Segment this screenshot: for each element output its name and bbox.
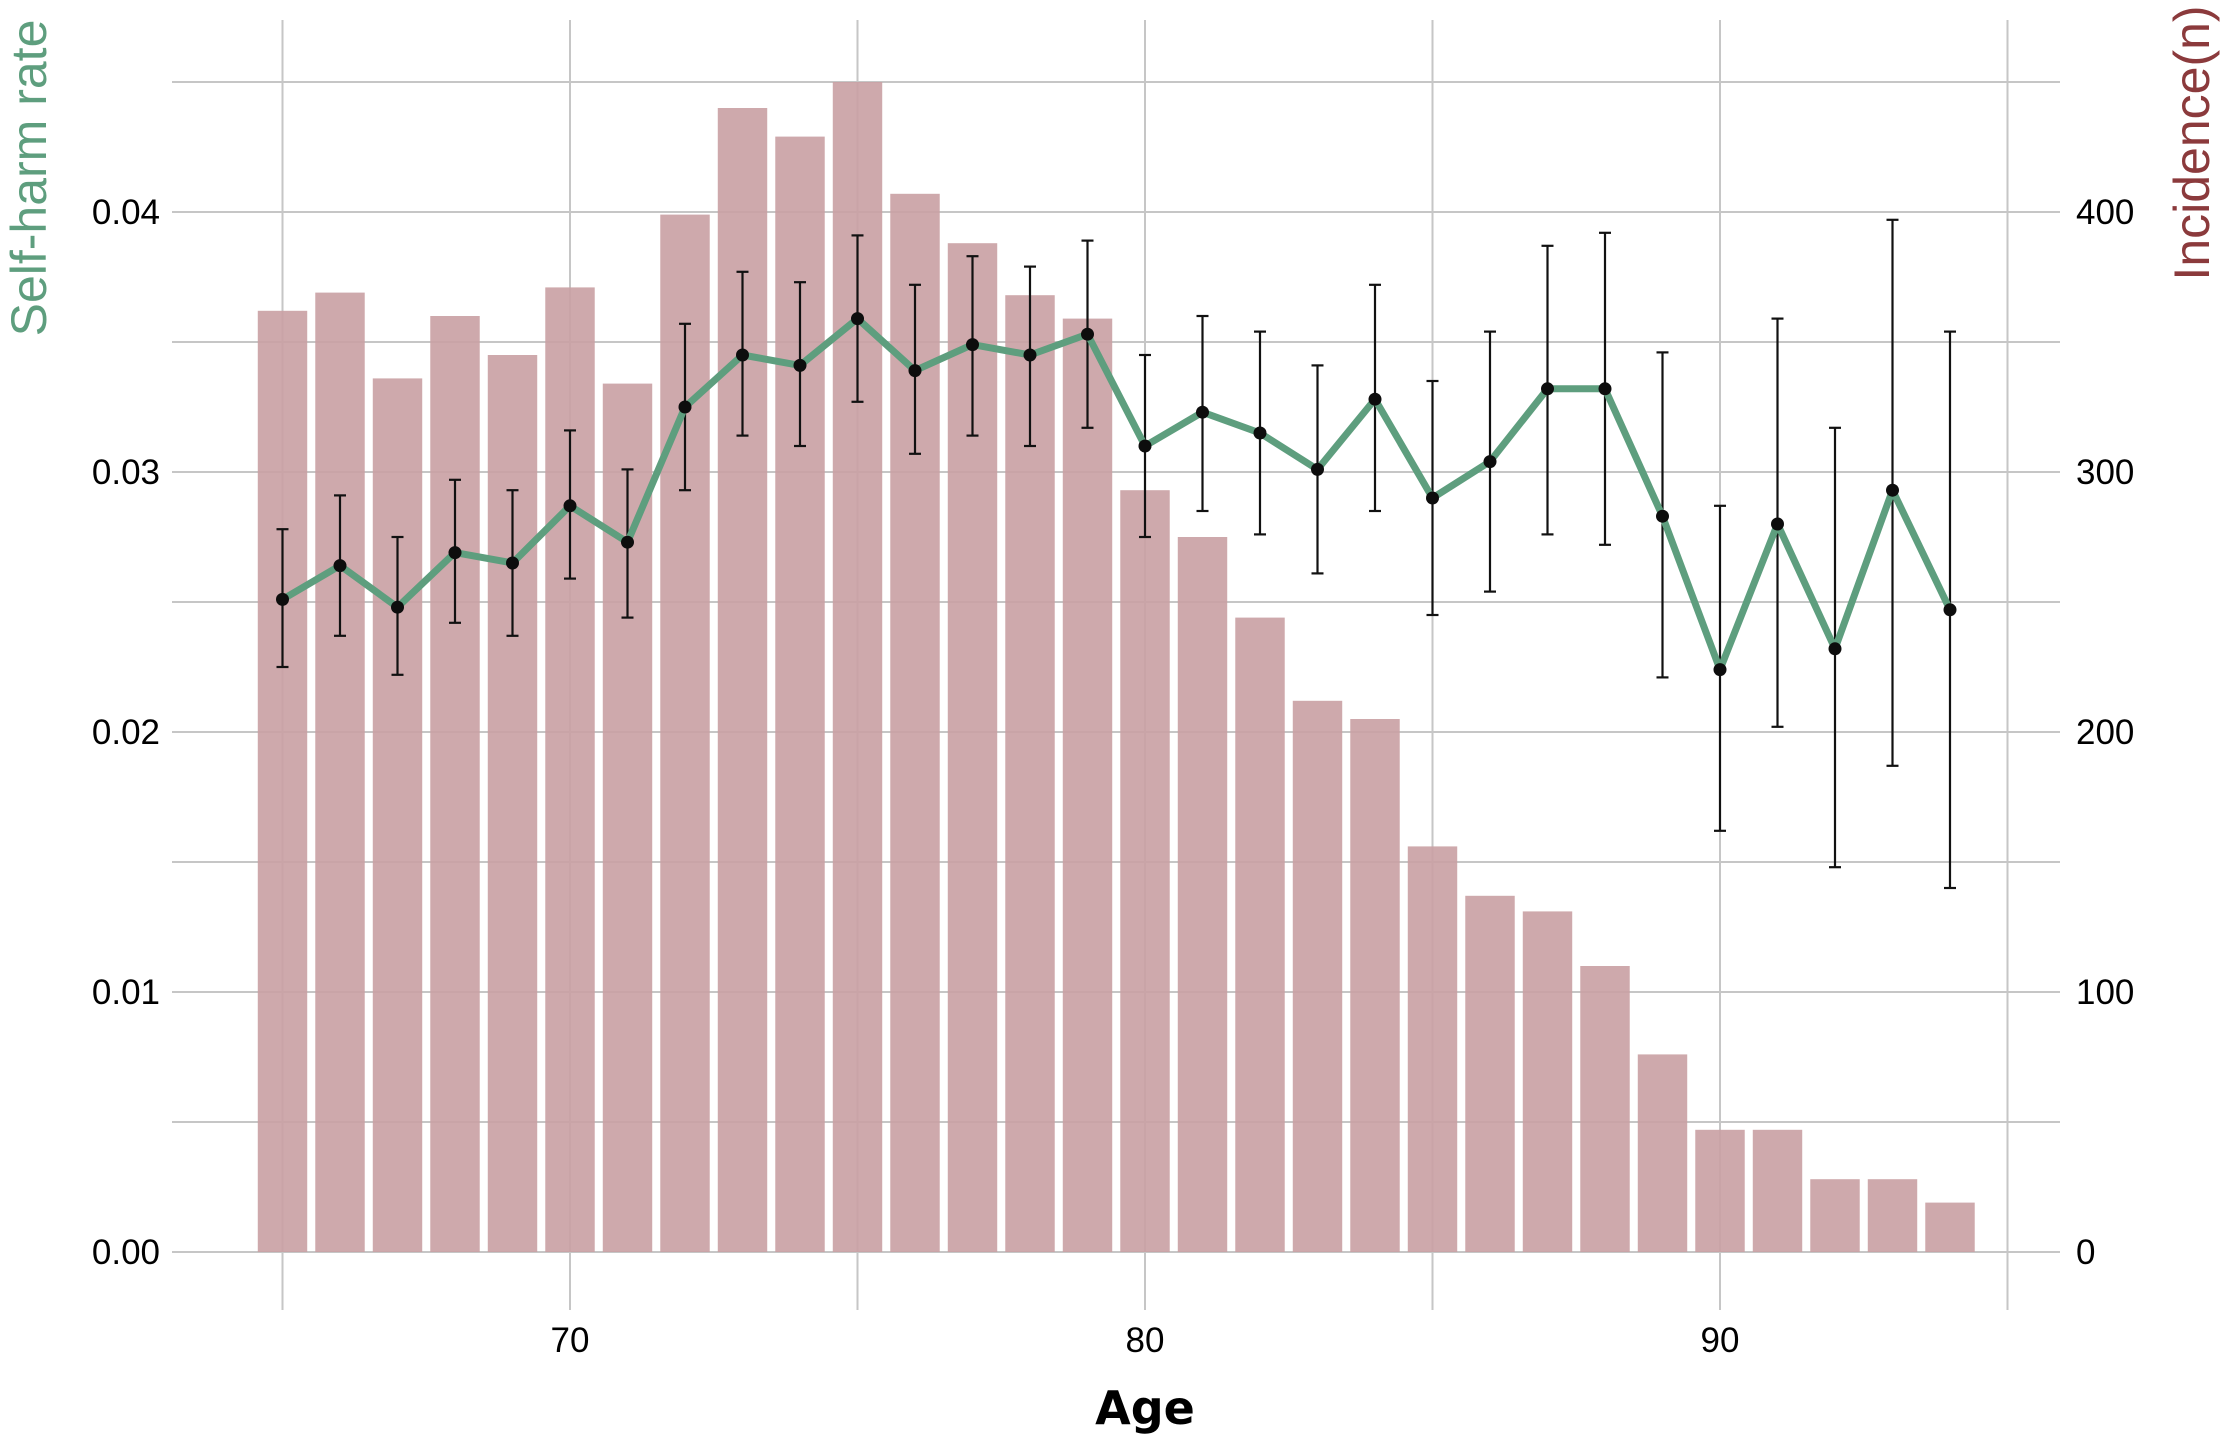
y-left-tick-label: 0.00: [92, 1233, 160, 1272]
rate-point: [448, 546, 462, 560]
incidence-bar: [1235, 617, 1285, 1252]
y-left-tick-label: 0.04: [92, 193, 160, 232]
rate-point: [1196, 405, 1209, 419]
incidence-bar: [1522, 911, 1573, 1252]
rate-point: [1886, 483, 1899, 497]
rate-point: [621, 535, 634, 549]
y-left-axis-title: Self-harm rate: [1, 20, 57, 337]
y-right-tick-labels: 0 100 200 300 400: [2076, 193, 2134, 1272]
rate-point: [908, 364, 922, 378]
x-axis-tick-labels: 70 80 90: [551, 1321, 1740, 1360]
rate-point: [1656, 509, 1669, 523]
y-right-tick-label: 200: [2076, 713, 2134, 752]
incidence-bar: [430, 316, 480, 1252]
rate-point: [1771, 517, 1784, 531]
y-right-tick-label: 400: [2076, 193, 2134, 232]
incidence-bar: [1867, 1179, 1918, 1252]
y-right-axis-title: Incidence(n): [2164, 5, 2220, 280]
incidence-bar: [1350, 719, 1400, 1252]
y-left-tick-label: 0.02: [92, 713, 160, 752]
rate-line-path: [279, 315, 1954, 674]
y-right-tick-label: 0: [2076, 1233, 2095, 1272]
incidence-bar: [372, 378, 423, 1252]
rate-point: [506, 556, 519, 570]
rate-point: [793, 358, 807, 372]
rate-points: [276, 312, 1957, 677]
incidence-bar: [257, 310, 308, 1252]
incidence-bar: [1925, 1202, 1975, 1252]
self-harm-rate-line: [279, 315, 1954, 674]
y-right-tick-label: 100: [2076, 973, 2134, 1012]
incidence-bar: [1637, 1054, 1688, 1252]
rate-point: [1541, 382, 1554, 396]
rate-point: [678, 400, 692, 414]
rate-point: [1368, 392, 1382, 406]
incidence-bars: [257, 82, 1975, 1253]
rate-point: [1311, 462, 1324, 476]
incidence-bar: [1695, 1129, 1745, 1252]
rate-point: [1598, 382, 1612, 396]
incidence-bar: [1810, 1179, 1860, 1252]
incidence-bar: [1177, 537, 1228, 1252]
y-right-tick-label: 300: [2076, 453, 2134, 492]
incidence-bar: [1005, 295, 1055, 1252]
incidence-bar: [1062, 318, 1113, 1253]
rate-point: [1081, 327, 1094, 341]
x-tick-label: 70: [551, 1321, 590, 1360]
incidence-bar: [1407, 846, 1458, 1252]
incidence-bar: [1465, 895, 1515, 1252]
rate-point: [391, 600, 404, 614]
y-left-tick-label: 0.03: [92, 453, 160, 492]
rate-point: [1253, 426, 1267, 440]
incidence-bar: [1120, 490, 1170, 1252]
rate-point: [1138, 439, 1152, 453]
rate-point: [851, 312, 864, 326]
x-tick-label: 90: [1701, 1321, 1740, 1360]
rate-point: [563, 499, 577, 513]
incidence-bar: [1752, 1129, 1803, 1252]
x-axis-title: Age: [1095, 1381, 1195, 1435]
y-left-tick-labels: 0.00 0.01 0.02 0.03 0.04: [92, 193, 160, 1272]
rate-point: [276, 592, 289, 606]
rate-point: [1713, 663, 1727, 677]
incidence-bar: [1292, 700, 1343, 1252]
rate-point: [1023, 348, 1037, 362]
rate-point: [1943, 603, 1957, 617]
incidence-bar: [315, 292, 365, 1253]
rate-point: [1426, 491, 1439, 505]
rate-point: [966, 338, 979, 352]
y-left-tick-label: 0.01: [92, 973, 160, 1012]
rate-point: [1828, 642, 1842, 656]
rate-point: [736, 348, 749, 362]
rate-point: [1483, 455, 1497, 469]
rate-point: [333, 559, 347, 573]
x-tick-label: 80: [1126, 1321, 1165, 1360]
incidence-bar: [1580, 966, 1630, 1252]
